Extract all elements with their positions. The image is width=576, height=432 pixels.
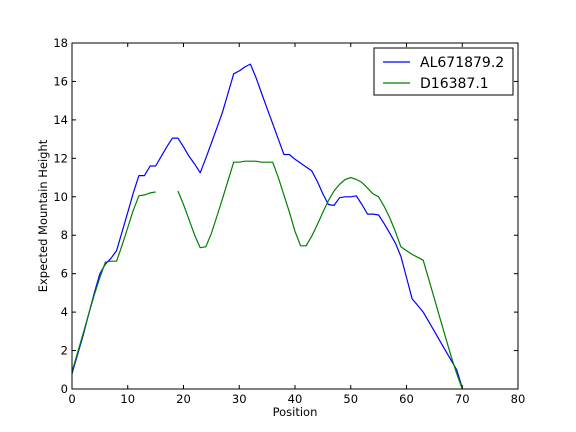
legend-label-d16387-1: D16387.1 [420,76,489,92]
x-tick-label: 50 [343,392,358,406]
ticks-layer: 0 10 20 30 40 50 60 70 80 0 2 4 6 8 10 12 14 16 18 [53,36,525,406]
x-axis-label: Position [273,405,318,419]
legend: AL671879.2 D16387.1 [373,47,514,96]
y-tick-label: 12 [53,151,68,165]
y-tick-label: 6 [61,267,68,281]
y-tick-label: 4 [61,305,68,319]
x-tick-label: 30 [232,392,247,406]
series-line-0-segment-0 [71,63,463,389]
x-tick-label: 70 [455,392,470,406]
y-tick-label: 16 [53,74,68,88]
series-layer [71,63,463,390]
axes-frame [71,42,519,390]
x-tick-label: 80 [511,392,526,406]
x-tick-label: 20 [176,392,191,406]
y-tick-label: 18 [53,36,68,50]
x-tick-label: 0 [68,392,75,406]
y-tick-label: 2 [61,344,68,358]
legend-label-al671879-2: AL671879.2 [420,55,504,71]
y-axis-label: Expected Mountain Height [36,139,50,292]
y-tick-label: 8 [61,228,68,242]
y-tick-label: 14 [53,113,68,127]
y-tick-label: 10 [53,190,68,204]
series-line-1-segment-1 [177,160,463,390]
x-tick-label: 10 [120,392,135,406]
x-tick-label: 60 [399,392,414,406]
x-tick-label: 40 [288,392,303,406]
series-line-1-segment-0 [71,191,156,372]
y-tick-label: 0 [61,382,68,396]
legend-box [373,47,514,96]
